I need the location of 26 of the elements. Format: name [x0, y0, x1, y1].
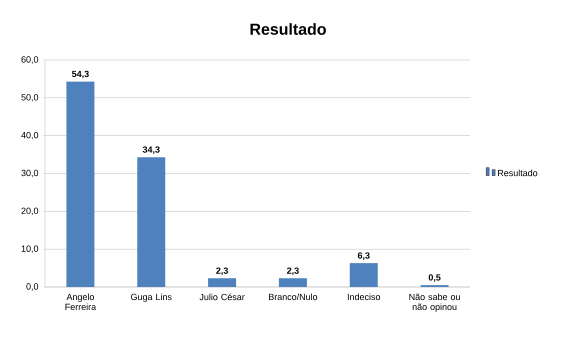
bar	[278, 278, 307, 287]
x-tick-label: Julio César	[200, 294, 245, 300]
data-label: 34,3	[142, 146, 160, 154]
data-label: 6,3	[358, 252, 370, 260]
data-label: 2,3	[286, 267, 299, 276]
y-tick-label: 0,0	[26, 283, 38, 291]
x-tick-label: Indeciso	[348, 294, 380, 300]
data-label: 0,5	[428, 274, 441, 282]
y-tick-label: 20,0	[21, 208, 38, 216]
data-label: 2,3	[216, 267, 228, 276]
bar	[137, 157, 166, 287]
bar	[350, 263, 378, 287]
x-tick-label: Guga Lins	[131, 294, 172, 302]
y-tick-label: 30,0	[21, 170, 38, 178]
x-tick-label: Não sabe ou não opinou	[409, 294, 460, 312]
data-label: 54,3	[72, 70, 89, 78]
y-tick-label: 60,0	[21, 56, 38, 64]
x-tick-label: Branco/Nulo	[268, 294, 318, 300]
y-tick-label: 40,0	[21, 132, 38, 140]
y-tick-label: 50,0	[21, 94, 38, 102]
bar	[66, 82, 94, 287]
legend-label: Resultado	[498, 170, 538, 176]
chart-title: Resultado	[250, 23, 326, 35]
y-tick-label: 10,0	[22, 245, 38, 253]
bar	[208, 278, 236, 287]
x-tick-label: Angelo Ferreira	[65, 294, 96, 310]
